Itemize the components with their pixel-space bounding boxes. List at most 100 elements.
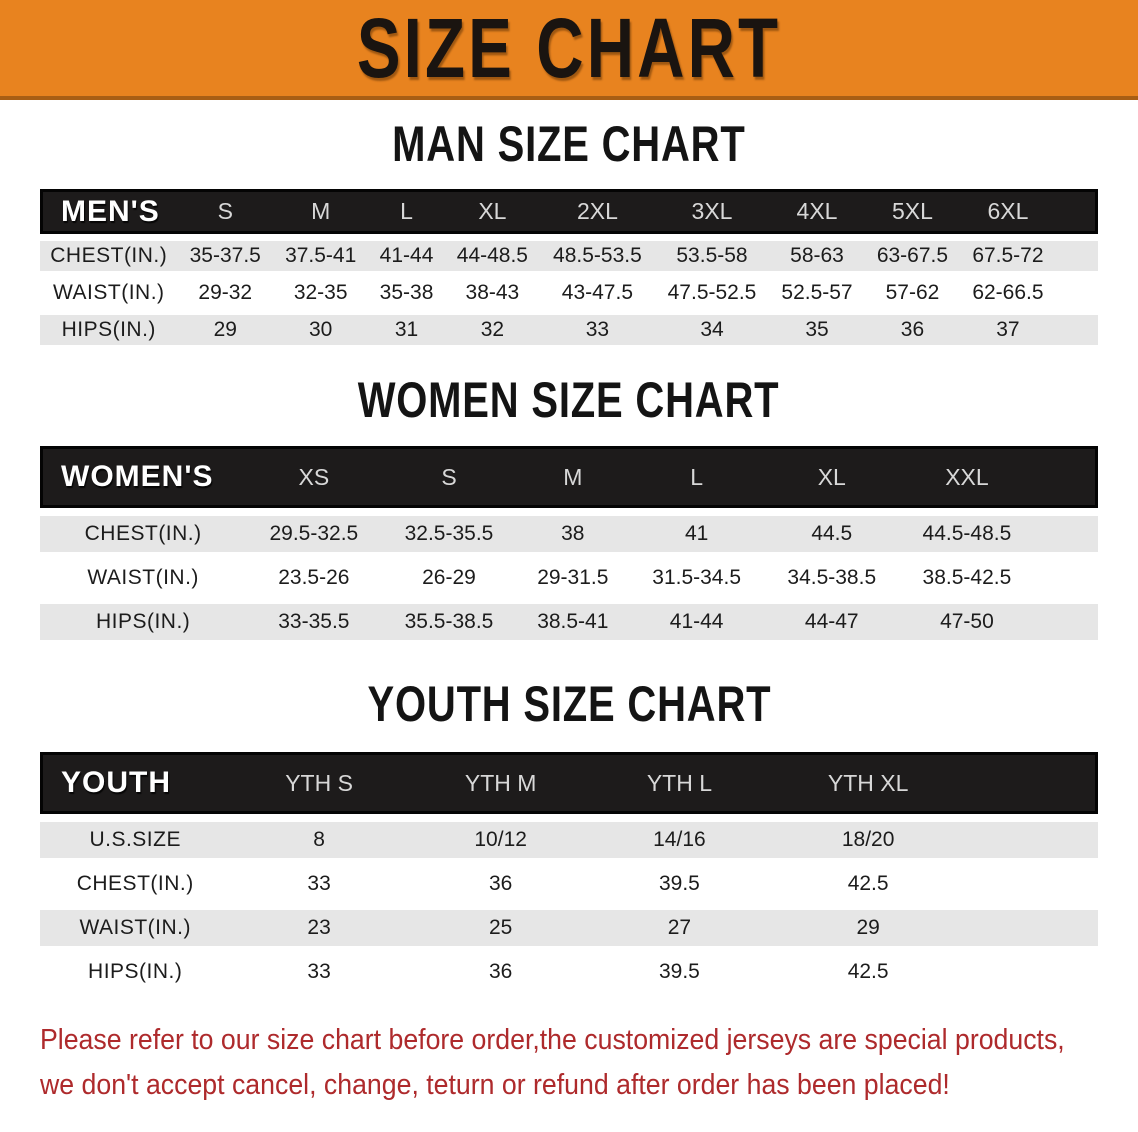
measurement-row: HIPS(IN.) 29 30 31 32 33 34 35 36 37 [40, 315, 1098, 345]
size-value-cell: 33-35.5 [246, 604, 382, 640]
size-value-cell: 39.5 [593, 866, 766, 902]
row-filler [971, 954, 1098, 990]
size-value-cell: 10/12 [407, 822, 594, 858]
banner: SIZE CHART [0, 0, 1138, 100]
size-column-header: S [381, 446, 517, 508]
size-value-cell: 44.5 [764, 516, 900, 552]
measurement-row: CHEST(IN.) 29.5-32.5 32.5-35.5 38 41 44.5 44.5… [40, 516, 1098, 552]
size-value-cell: 18/20 [765, 822, 972, 858]
size-value-cell: 36 [864, 315, 961, 345]
women-size-section: WOMEN SIZE CHART WOMEN'S XS S M L XL XXL CHEST(… [0, 374, 1138, 648]
size-value-cell: 32.5-35.5 [381, 516, 517, 552]
size-value-cell: 41 [629, 516, 765, 552]
size-value-cell: 33 [540, 315, 655, 345]
table-group-label: MEN'S [40, 189, 178, 234]
size-value-cell: 34.5-38.5 [764, 560, 900, 596]
row-filler [1034, 516, 1098, 552]
size-value-cell: 38-43 [444, 278, 541, 308]
women-section-heading: WOMEN SIZE CHART [0, 374, 1138, 426]
notice-line-2: we don't accept cancel, change, teturn o… [40, 1069, 950, 1101]
men-size-table: MEN'S S M L XL 2XL 3XL 4XL 5XL 6XL CHEST(IN.) 35-37… [40, 182, 1098, 352]
women-section-heading-text: WOMEN SIZE CHART [358, 372, 780, 428]
size-value-cell: 31 [368, 315, 445, 345]
size-value-cell: 36 [407, 954, 594, 990]
size-value-cell: 23.5-26 [246, 560, 382, 596]
size-column-header: YTH S [230, 752, 408, 814]
size-column-header: 2XL [540, 189, 655, 234]
size-value-cell: 63-67.5 [864, 241, 961, 271]
size-value-cell: 52.5-57 [769, 278, 865, 308]
size-value-cell: 39.5 [593, 954, 766, 990]
size-value-cell: 47-50 [899, 604, 1035, 640]
size-value-cell: 42.5 [765, 866, 972, 902]
size-value-cell: 30 [272, 315, 369, 345]
row-filler [971, 866, 1098, 902]
size-column-header: 5XL [864, 189, 961, 234]
measurement-row-label: CHEST(IN.) [40, 516, 247, 552]
size-value-cell: 48.5-53.5 [540, 241, 655, 271]
measurement-row-label: WAIST(IN.) [40, 560, 247, 596]
size-column-header: YTH M [407, 752, 594, 814]
size-value-cell: 27 [593, 910, 766, 946]
size-column-header: 4XL [769, 189, 865, 234]
size-value-cell: 26-29 [381, 560, 517, 596]
size-chart-page: SIZE CHART MAN SIZE CHART MEN'S S M L XL 2XL 3… [0, 0, 1138, 1108]
table-group-label: WOMEN'S [40, 446, 247, 508]
size-value-cell: 44.5-48.5 [899, 516, 1035, 552]
measurement-row-label: HIPS(IN.) [40, 315, 178, 345]
youth-size-section: YOUTH SIZE CHART YOUTH YTH S YTH M YTH L YTH… [0, 678, 1138, 998]
size-value-cell: 37 [960, 315, 1056, 345]
size-header-row: WOMEN'S XS S M L XL XXL [40, 446, 1098, 508]
size-value-cell: 38.5-41 [516, 604, 630, 640]
size-value-cell: 25 [407, 910, 594, 946]
order-notice: Please refer to our size chart before or… [40, 1018, 1098, 1108]
size-value-cell: 33 [230, 866, 408, 902]
measurement-row: CHEST(IN.) 33 36 39.5 42.5 [40, 866, 1098, 902]
measurement-row-label: HIPS(IN.) [40, 604, 247, 640]
measurement-row: WAIST(IN.) 29-32 32-35 35-38 38-43 43-47.5 47.… [40, 278, 1098, 308]
measurement-row: U.S.SIZE 8 10/12 14/16 18/20 [40, 822, 1098, 858]
row-filler [1055, 241, 1098, 271]
size-value-cell: 53.5-58 [654, 241, 770, 271]
size-value-cell: 58-63 [769, 241, 865, 271]
table-group-label: YOUTH [40, 752, 231, 814]
men-section-heading-text: MAN SIZE CHART [392, 116, 746, 172]
row-filler [1034, 560, 1098, 596]
size-value-cell: 67.5-72 [960, 241, 1056, 271]
size-column-header: YTH XL [765, 752, 972, 814]
size-value-cell: 44-47 [764, 604, 900, 640]
size-value-cell: 29 [177, 315, 273, 345]
size-value-cell: 35-37.5 [177, 241, 273, 271]
size-column-header: XXL [899, 446, 1035, 508]
size-value-cell: 14/16 [593, 822, 766, 858]
men-size-section: MAN SIZE CHART MEN'S S M L XL 2XL 3XL 4XL 5XL 6XL… [0, 118, 1138, 352]
size-value-cell: 29 [765, 910, 972, 946]
measurement-row: WAIST(IN.) 23.5-26 26-29 29-31.5 31.5-34.5 34… [40, 560, 1098, 596]
size-column-header: XS [246, 446, 382, 508]
size-column-header: 3XL [654, 189, 770, 234]
men-section-heading: MAN SIZE CHART [0, 118, 1138, 170]
size-column-header: L [629, 446, 765, 508]
youth-size-table: YOUTH YTH S YTH M YTH L YTH XL U.S.SIZE 8 10/12… [40, 744, 1098, 998]
size-value-cell: 23 [230, 910, 408, 946]
measurement-row-label: HIPS(IN.) [40, 954, 231, 990]
size-column-header: L [368, 189, 445, 234]
size-value-cell: 8 [230, 822, 408, 858]
row-filler [971, 910, 1098, 946]
row-filler [1034, 604, 1098, 640]
size-value-cell: 57-62 [864, 278, 961, 308]
size-value-cell: 47.5-52.5 [654, 278, 770, 308]
measurement-row: HIPS(IN.) 33 36 39.5 42.5 [40, 954, 1098, 990]
size-value-cell: 35.5-38.5 [381, 604, 517, 640]
header-filler [1055, 189, 1098, 234]
measurement-row-label: CHEST(IN.) [40, 866, 231, 902]
size-value-cell: 32-35 [272, 278, 369, 308]
size-value-cell: 38.5-42.5 [899, 560, 1035, 596]
size-value-cell: 37.5-41 [272, 241, 369, 271]
size-value-cell: 34 [654, 315, 770, 345]
size-column-header: S [177, 189, 273, 234]
size-value-cell: 42.5 [765, 954, 972, 990]
size-value-cell: 44-48.5 [444, 241, 541, 271]
row-filler [971, 822, 1098, 858]
measurement-row-label: WAIST(IN.) [40, 278, 178, 308]
